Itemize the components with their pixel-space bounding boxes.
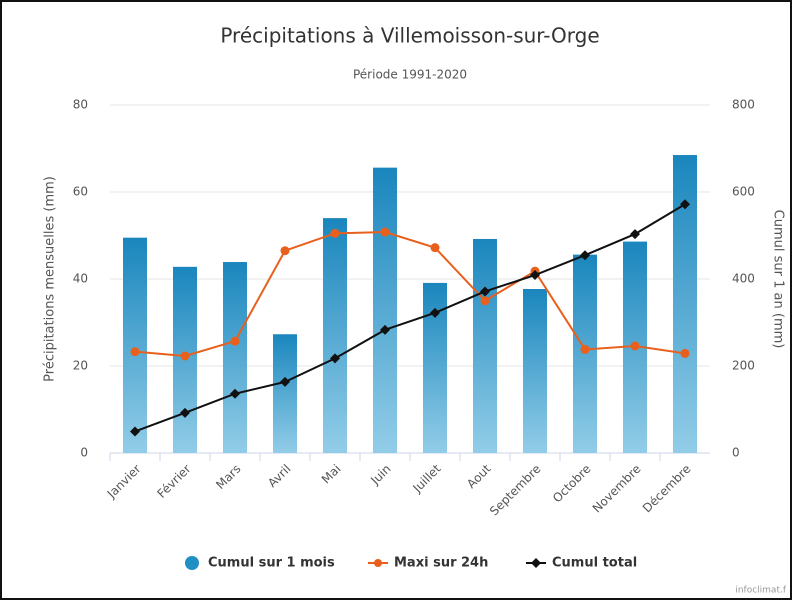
marker (580, 344, 590, 354)
y2-tick-label: 0 (732, 446, 740, 460)
marker (480, 286, 490, 297)
marker (180, 407, 190, 418)
legend-label: Maxi sur 24h (394, 556, 488, 571)
y2-tick-label: 600 (732, 185, 755, 199)
marker (680, 199, 690, 210)
line (134, 203, 686, 433)
y2-tick-label: 800 (732, 98, 755, 112)
chart-subtitle: Période 1991-2020 (353, 68, 467, 82)
y-tick-label: 0 (80, 446, 88, 460)
chart-title: Précipitations à Villemoisson-sur-Orge (220, 24, 599, 48)
bar (123, 237, 147, 453)
y-tick-label: 40 (73, 272, 88, 286)
marker (430, 243, 440, 253)
marker (330, 353, 340, 364)
y2-tick-label: 200 (732, 359, 755, 373)
y-tick-label: 60 (73, 185, 88, 199)
legend-label: Cumul total (552, 556, 637, 571)
marker (230, 388, 240, 399)
line (134, 231, 686, 358)
bar (373, 167, 397, 453)
marker (430, 307, 440, 318)
marker (580, 250, 590, 261)
bar (223, 262, 247, 453)
y-tick-label: 20 (73, 359, 88, 373)
bar (523, 289, 547, 453)
y-axis-label: Précipitations mensuelles (mm) (43, 176, 58, 382)
y2-tick-label: 400 (732, 272, 755, 286)
y2-axis-label: Cumul sur 1 an (mm) (771, 210, 786, 349)
bar (323, 218, 347, 453)
marker (330, 228, 340, 238)
y-tick-label: 80 (73, 98, 88, 112)
marker (680, 348, 690, 358)
marker (280, 246, 290, 256)
credit: infoclimat.f (735, 586, 787, 596)
bar (473, 238, 497, 453)
marker (630, 229, 640, 240)
legend-swatch (185, 556, 199, 570)
marker (280, 376, 290, 387)
legend-label: Cumul sur 1 mois (208, 556, 335, 571)
marker (180, 351, 190, 361)
bar (273, 334, 297, 453)
marker (630, 341, 640, 351)
legend-swatch (374, 559, 382, 567)
marker (380, 324, 390, 335)
marker (530, 270, 540, 281)
marker (130, 347, 140, 357)
legend-swatch (531, 558, 541, 568)
marker (230, 336, 240, 346)
marker (130, 426, 140, 437)
marker (380, 227, 390, 237)
marker (480, 296, 490, 306)
